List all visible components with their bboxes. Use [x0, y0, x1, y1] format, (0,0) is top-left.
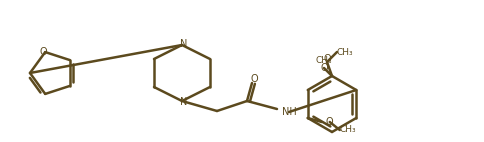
Text: NH: NH: [281, 107, 296, 117]
Text: N: N: [180, 97, 187, 107]
Text: O: O: [39, 47, 47, 57]
Text: O: O: [319, 63, 327, 73]
Text: CH₃: CH₃: [339, 126, 356, 134]
Text: CH₃: CH₃: [336, 48, 353, 57]
Text: O: O: [322, 54, 330, 64]
Text: N: N: [180, 39, 187, 49]
Text: O: O: [325, 117, 333, 127]
Text: CH₃: CH₃: [315, 56, 332, 64]
Text: O: O: [250, 74, 257, 84]
